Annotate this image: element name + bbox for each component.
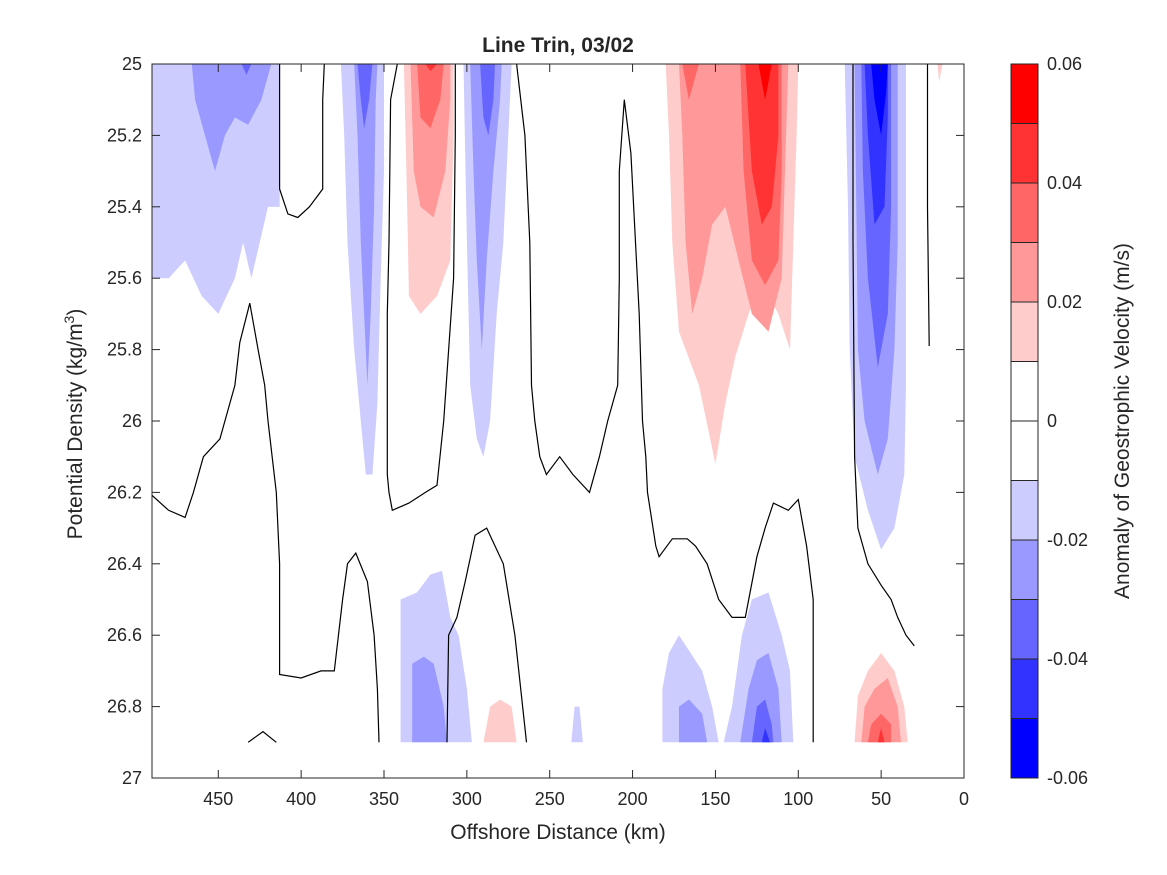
contour-region — [761, 728, 771, 743]
contour-region — [241, 64, 252, 75]
zero-contour — [279, 64, 325, 219]
colorbar-swatch — [1011, 540, 1038, 600]
colorbar-tick-label: 0.06 — [1047, 54, 1082, 74]
x-tick-label: 150 — [700, 789, 730, 809]
zero-contour — [247, 730, 277, 743]
colorbar-tick-label: 0.02 — [1047, 292, 1082, 312]
colorbar-swatch — [1011, 123, 1038, 184]
contour-region — [412, 656, 447, 743]
contour-region — [470, 64, 502, 350]
x-axis-label: Offshore Distance (km) — [450, 821, 666, 844]
contour-region — [930, 64, 945, 332]
colorbar-swatch — [1011, 64, 1038, 124]
x-tick-label: 450 — [203, 789, 233, 809]
colorbar: 0.06 0.04 0.02 0 -0.02 -0.04 -0.06 — [1010, 54, 1088, 788]
colorbar-tick-label: -0.06 — [1047, 768, 1088, 788]
y-tick-label: 26.6 — [107, 625, 142, 645]
x-axis: 450 400 350 300 250 200 150 100 50 0 — [203, 64, 969, 809]
x-tick-label: 300 — [452, 789, 482, 809]
x-tick-label: 350 — [369, 789, 399, 809]
zero-contour — [852, 64, 915, 647]
colorbar-swatch — [1011, 302, 1038, 362]
contour-region — [571, 706, 583, 743]
y-tick-label: 25.8 — [107, 340, 142, 360]
zero-contour — [926, 64, 930, 347]
colorbar-swatch — [1011, 659, 1038, 719]
contour-region — [679, 699, 708, 743]
colorbar-label: Anomaly of Geostrophic Velocity (m/s) — [1111, 243, 1134, 599]
contour-region — [871, 64, 888, 136]
y-tick-label: 26 — [122, 411, 142, 431]
contour-region — [740, 653, 782, 743]
x-tick-label: 50 — [871, 789, 891, 809]
colorbar-tick-label: 0 — [1047, 411, 1057, 431]
contour-fills — [152, 64, 945, 743]
y-tick-label: 25.6 — [107, 268, 142, 288]
zero-contour-lines — [152, 64, 930, 743]
x-tick-label: 250 — [535, 789, 565, 809]
contour-region — [758, 64, 772, 100]
colorbar-swatch — [1011, 242, 1038, 303]
colorbar-tick-label: -0.04 — [1047, 649, 1088, 669]
zero-contour — [516, 64, 814, 743]
colorbar-swatch — [1011, 421, 1038, 481]
zero-contour — [152, 303, 380, 743]
contour-region — [751, 699, 774, 743]
contour-region — [937, 64, 943, 82]
y-tick-label: 26.2 — [107, 482, 142, 502]
y-axis-label-close: ) — [64, 309, 87, 316]
y-axis-label: Potential Density (kg/m3) — [61, 309, 87, 540]
y-tick-label: 26.8 — [107, 697, 142, 717]
contour-region — [218, 424, 280, 707]
colorbar-swatch — [1011, 599, 1038, 660]
colorbar-tick-label: -0.02 — [1047, 530, 1088, 550]
x-tick-label: 100 — [783, 789, 813, 809]
contour-region — [357, 64, 373, 129]
colorbar-swatch — [1011, 183, 1038, 243]
chart-title: Line Trin, 03/02 — [482, 34, 634, 57]
contour-region — [483, 699, 517, 743]
zero-contour — [446, 527, 528, 743]
contour-region — [191, 64, 272, 172]
y-axis-label-superscript: 3 — [61, 315, 77, 323]
contour-region — [355, 635, 379, 743]
x-tick-label: 400 — [286, 789, 316, 809]
x-tick-label: 0 — [959, 789, 969, 809]
contour-region — [417, 64, 444, 129]
colorbar-tick-label: 0.04 — [1047, 173, 1082, 193]
y-tick-label: 27 — [122, 768, 142, 788]
colorbar-swatch — [1011, 718, 1038, 779]
contour-region — [662, 635, 719, 743]
y-tick-label: 26.4 — [107, 554, 142, 574]
contour-region — [480, 64, 495, 136]
contour-region — [152, 64, 280, 314]
x-tick-label: 200 — [618, 789, 648, 809]
y-axis: 25 25.2 25.4 25.6 25.8 26 26.2 26.4 26.6 26.8 27 — [107, 54, 964, 788]
contour-region — [546, 64, 597, 350]
contour-region — [425, 64, 437, 72]
contour-region — [682, 64, 699, 100]
y-tick-label: 25 — [122, 54, 142, 74]
contour-region — [354, 64, 378, 386]
y-axis-label-main: Potential Density (kg/m — [64, 323, 87, 539]
y-tick-label: 25.4 — [107, 197, 142, 217]
colorbar-frame — [1010, 63, 1039, 779]
colorbar-swatch — [1011, 480, 1038, 541]
colorbar-swatch — [1011, 361, 1038, 422]
contour-region — [152, 699, 194, 743]
contour-region — [745, 64, 779, 225]
y-tick-label: 25.2 — [107, 125, 142, 145]
contour-region — [877, 728, 885, 743]
zero-contour — [386, 64, 456, 512]
contour-region — [867, 713, 892, 743]
